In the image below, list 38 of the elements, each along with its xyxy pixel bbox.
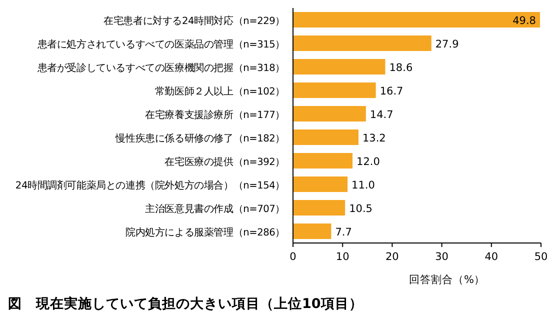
y-tick-label: 在宅医療の提供（n=392） — [164, 156, 285, 168]
x-tick-label: 40 — [484, 251, 498, 263]
y-tick-label: 在宅療養支援診療所（n=177） — [145, 108, 285, 121]
y-tick-label: 在宅患者に対する24時間対応（n=229） — [104, 14, 285, 27]
y-tick-label: 主治医意見書の作成（n=707） — [145, 202, 285, 215]
y-tick-label: 院内処方による服薬管理（n=286） — [125, 226, 285, 238]
data-label: 13.2 — [362, 132, 386, 144]
bar — [293, 82, 376, 98]
bar — [293, 176, 348, 192]
y-tick-label: 常勤医師２人以上（n=102） — [154, 85, 285, 98]
bar — [293, 12, 540, 28]
data-label: 18.6 — [389, 62, 413, 74]
data-label: 14.7 — [370, 108, 394, 121]
data-label: 49.8 — [512, 14, 536, 27]
bar — [293, 200, 346, 216]
y-tick-label: 患者に処方されているすべての医薬品の管理（n=315） — [36, 38, 285, 50]
data-label: 12.0 — [356, 156, 380, 168]
bar — [293, 35, 432, 52]
bar — [293, 58, 386, 75]
y-tick-label: 24時間調剤可能薬局との連携（院外処方の場合）（n=154） — [15, 179, 285, 192]
x-tick-label: 0 — [290, 251, 296, 263]
data-label: 10.5 — [349, 202, 372, 215]
bar — [293, 223, 332, 240]
data-label: 27.9 — [435, 38, 459, 50]
bar — [293, 152, 353, 169]
y-tick-label: 患者が受診しているすべての医療機関の把握（n=318） — [36, 62, 285, 74]
x-tick-label: 20 — [386, 251, 399, 263]
text: 図 現在実施していて負担の大きい項目（上位10項目） — [8, 295, 363, 312]
x-tick-label: 10 — [336, 251, 350, 263]
bar — [293, 129, 358, 146]
x-tick-label: 50 — [534, 251, 548, 263]
x-axis-title: 回答割合（%） — [409, 273, 485, 286]
data-label: 11.0 — [352, 179, 375, 192]
x-tick-label: 30 — [435, 251, 448, 263]
data-label: 16.7 — [380, 85, 404, 98]
bar — [293, 106, 366, 122]
y-tick-label: 慢性疾患に係る研修の修了（n=182） — [114, 132, 285, 144]
data-label: 7.7 — [335, 226, 352, 238]
